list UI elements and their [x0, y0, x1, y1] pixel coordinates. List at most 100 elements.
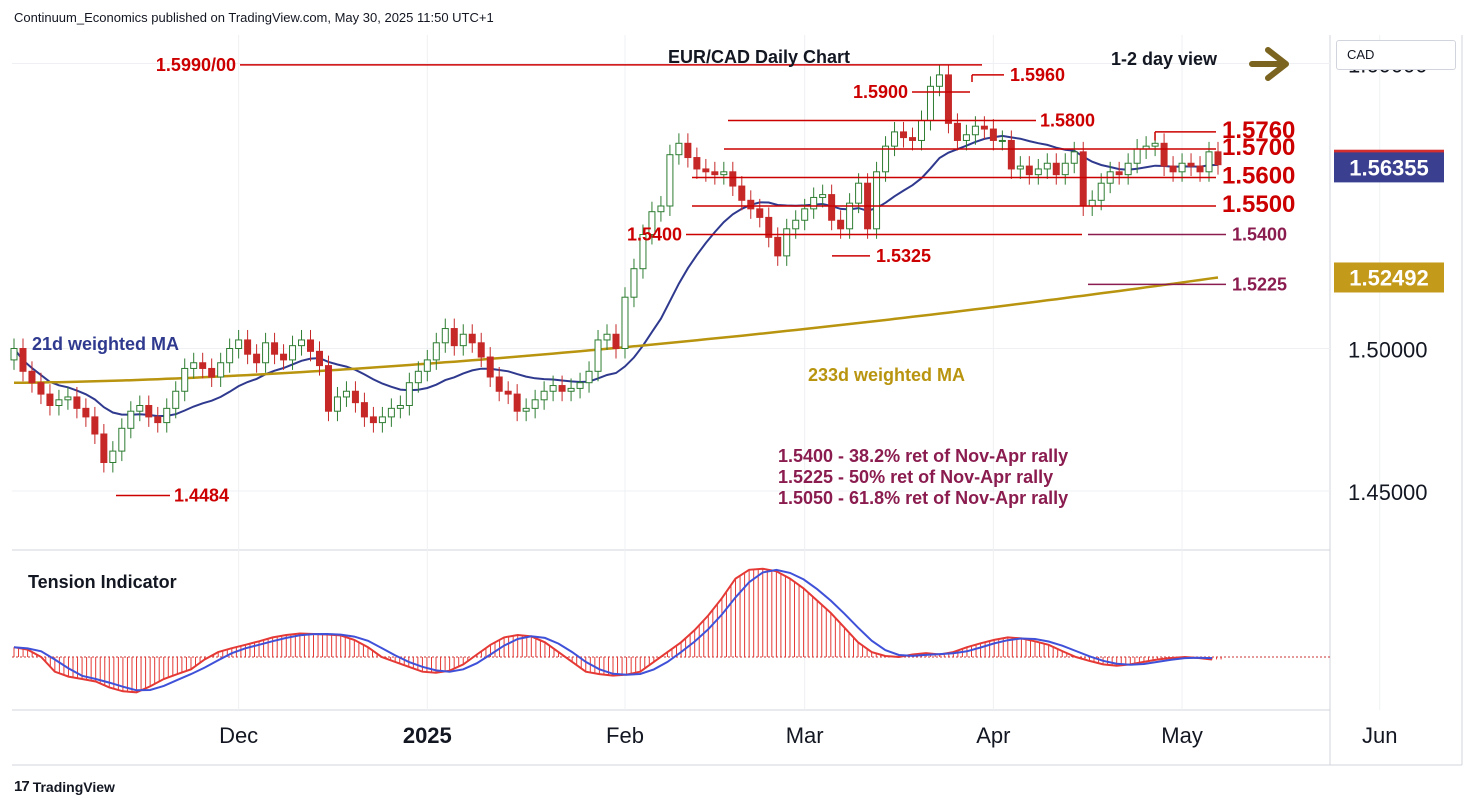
candle[interactable]	[684, 142, 692, 159]
candle[interactable]	[1025, 165, 1033, 176]
candle[interactable]	[414, 370, 422, 384]
candle[interactable]	[333, 396, 341, 412]
candle[interactable]	[693, 157, 701, 170]
candle[interactable]	[1079, 151, 1087, 207]
candle[interactable]	[909, 137, 917, 141]
candle[interactable]	[10, 348, 18, 361]
candle[interactable]	[962, 134, 970, 141]
candle[interactable]	[612, 333, 620, 349]
candle[interactable]	[280, 353, 288, 361]
candle[interactable]	[1043, 162, 1051, 170]
candle[interactable]	[342, 390, 350, 398]
candle[interactable]	[1196, 165, 1204, 173]
candle[interactable]	[971, 125, 979, 136]
candle[interactable]	[172, 390, 180, 409]
main-pane-bg[interactable]	[12, 35, 1330, 548]
candle[interactable]	[1205, 151, 1213, 173]
candle[interactable]	[324, 365, 332, 412]
candle[interactable]	[747, 199, 755, 210]
candle[interactable]	[900, 131, 908, 139]
currency-selector[interactable]: CAD	[1336, 40, 1456, 70]
candle[interactable]	[19, 348, 27, 372]
candle[interactable]	[585, 370, 593, 384]
candle[interactable]	[262, 342, 270, 364]
candle[interactable]	[208, 367, 216, 378]
candle[interactable]	[423, 359, 431, 372]
candle[interactable]	[504, 390, 512, 395]
candle[interactable]	[1097, 182, 1105, 201]
candle[interactable]	[37, 382, 45, 395]
candle[interactable]	[1160, 142, 1168, 167]
candle[interactable]	[190, 362, 198, 369]
candle[interactable]	[289, 345, 297, 361]
candle[interactable]	[666, 154, 674, 207]
tradingview-logo[interactable]: 17 TradingView	[14, 778, 115, 795]
candle[interactable]	[181, 367, 189, 392]
candle[interactable]	[774, 236, 782, 257]
candle[interactable]	[621, 296, 629, 350]
candle[interactable]	[1151, 142, 1159, 147]
candle[interactable]	[540, 390, 548, 401]
candle[interactable]	[217, 362, 225, 378]
candle[interactable]	[1016, 165, 1024, 170]
candle[interactable]	[1088, 199, 1096, 207]
candle[interactable]	[989, 128, 997, 141]
candle[interactable]	[145, 405, 153, 418]
candle[interactable]	[980, 125, 988, 130]
candle[interactable]	[459, 333, 467, 347]
candle[interactable]	[567, 387, 575, 392]
candle[interactable]	[118, 427, 126, 452]
candle[interactable]	[729, 171, 737, 187]
candle[interactable]	[837, 219, 845, 230]
candle[interactable]	[1124, 162, 1132, 176]
candle[interactable]	[1169, 165, 1177, 173]
candle[interactable]	[819, 194, 827, 198]
candle[interactable]	[873, 171, 881, 230]
candle[interactable]	[315, 350, 323, 367]
candle[interactable]	[441, 328, 449, 344]
candle[interactable]	[244, 339, 252, 355]
candle[interactable]	[792, 219, 800, 230]
candle[interactable]	[1034, 168, 1042, 176]
candle[interactable]	[630, 268, 638, 298]
candle[interactable]	[1178, 162, 1186, 173]
candle[interactable]	[199, 362, 207, 369]
candle[interactable]	[953, 122, 961, 141]
candle[interactable]	[558, 385, 566, 392]
candle[interactable]	[855, 182, 863, 204]
candle[interactable]	[468, 333, 476, 344]
candle[interactable]	[1115, 171, 1123, 176]
candle[interactable]	[576, 382, 584, 389]
candle[interactable]	[1187, 162, 1195, 167]
candle[interactable]	[944, 74, 952, 124]
candle[interactable]	[432, 342, 440, 361]
candle[interactable]	[917, 120, 925, 141]
candle[interactable]	[235, 339, 243, 350]
candle[interactable]	[477, 342, 485, 358]
candle[interactable]	[1214, 151, 1222, 166]
candle[interactable]	[387, 407, 395, 418]
candle[interactable]	[450, 328, 458, 347]
candle[interactable]	[648, 211, 656, 235]
candle[interactable]	[28, 370, 36, 384]
candle[interactable]	[396, 405, 404, 409]
candle[interactable]	[369, 416, 377, 424]
candle[interactable]	[594, 339, 602, 372]
candle[interactable]	[154, 416, 162, 424]
candle[interactable]	[765, 216, 773, 238]
candle[interactable]	[702, 168, 710, 173]
candle[interactable]	[891, 131, 899, 147]
candle[interactable]	[603, 333, 611, 341]
candle[interactable]	[55, 399, 63, 406]
candle[interactable]	[1052, 162, 1060, 176]
candle[interactable]	[720, 171, 728, 176]
candle[interactable]	[1070, 151, 1078, 164]
candle[interactable]	[1133, 148, 1141, 164]
candle[interactable]	[657, 205, 665, 213]
candle[interactable]	[226, 348, 234, 364]
candle[interactable]	[298, 339, 306, 347]
candle[interactable]	[998, 139, 1006, 142]
candle[interactable]	[513, 393, 521, 412]
candle[interactable]	[100, 433, 108, 463]
